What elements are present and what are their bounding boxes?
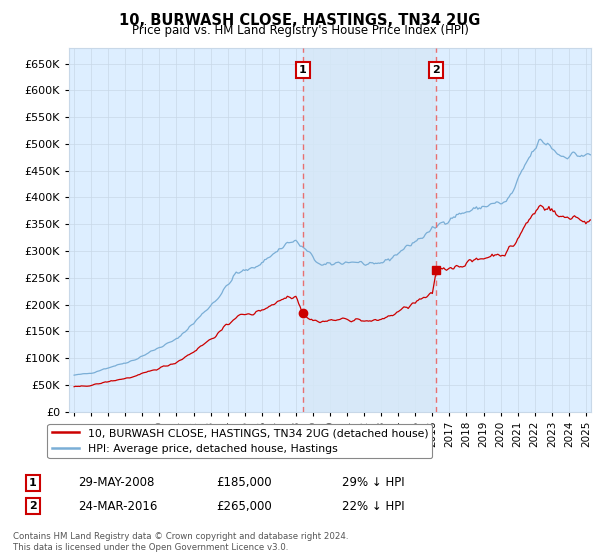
Text: £185,000: £185,000 <box>216 476 272 489</box>
Text: 29-MAY-2008: 29-MAY-2008 <box>78 476 154 489</box>
Text: Contains HM Land Registry data © Crown copyright and database right 2024.
This d: Contains HM Land Registry data © Crown c… <box>13 533 349 552</box>
Legend: 10, BURWASH CLOSE, HASTINGS, TN34 2UG (detached house), HPI: Average price, deta: 10, BURWASH CLOSE, HASTINGS, TN34 2UG (d… <box>47 424 433 458</box>
Text: 1: 1 <box>29 478 37 488</box>
Text: 24-MAR-2016: 24-MAR-2016 <box>78 500 157 513</box>
Bar <box>303 48 436 412</box>
Text: 1: 1 <box>299 65 307 74</box>
Text: 2: 2 <box>29 501 37 511</box>
Text: 22% ↓ HPI: 22% ↓ HPI <box>342 500 404 513</box>
Text: Price paid vs. HM Land Registry's House Price Index (HPI): Price paid vs. HM Land Registry's House … <box>131 24 469 37</box>
Text: 2: 2 <box>432 65 440 74</box>
Text: 10, BURWASH CLOSE, HASTINGS, TN34 2UG: 10, BURWASH CLOSE, HASTINGS, TN34 2UG <box>119 13 481 28</box>
Text: £265,000: £265,000 <box>216 500 272 513</box>
Text: 29% ↓ HPI: 29% ↓ HPI <box>342 476 404 489</box>
